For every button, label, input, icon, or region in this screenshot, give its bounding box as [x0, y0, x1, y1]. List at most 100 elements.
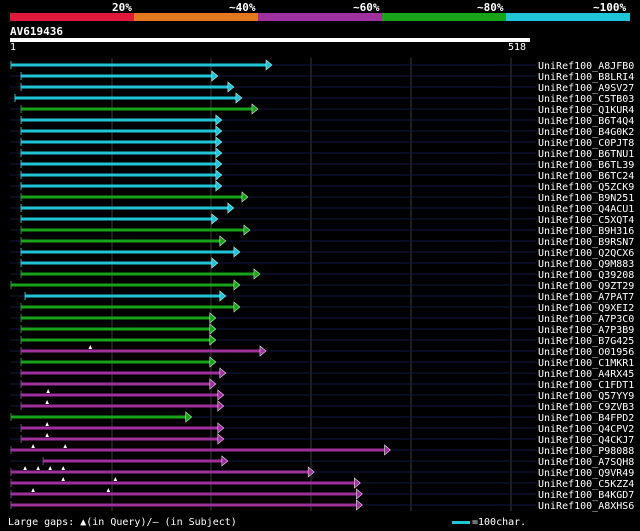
- hit-bar[interactable]: [21, 371, 221, 375]
- hit-bar[interactable]: [11, 448, 386, 452]
- hit-bar[interactable]: [11, 481, 356, 485]
- hit-name-link[interactable]: UniRef100_A4RX45: [538, 369, 634, 380]
- hit-name-link[interactable]: UniRef100_B6TC24: [538, 171, 634, 182]
- hit-bar[interactable]: [21, 173, 217, 177]
- hit-bar[interactable]: [21, 206, 229, 210]
- hit-name-link[interactable]: UniRef100_B9N251: [538, 193, 634, 204]
- hit-arrow-icon: [215, 114, 223, 126]
- hit-name-link[interactable]: UniRef100_C0PJT8: [538, 138, 634, 149]
- hit-bar[interactable]: [21, 360, 211, 364]
- hit-name-link[interactable]: UniRef100_C1MKR1: [538, 358, 634, 369]
- query-gap-marker-icon: [106, 488, 111, 492]
- hit-name-link[interactable]: UniRef100_A8XHS6: [538, 501, 634, 512]
- hit-name-link[interactable]: UniRef100_O01956: [538, 347, 634, 358]
- hit-bar[interactable]: [21, 261, 213, 265]
- hit-bar[interactable]: [21, 184, 217, 188]
- hit-name-link[interactable]: UniRef100_A7PAT7: [538, 292, 634, 303]
- hit-name-link[interactable]: UniRef100_Q5ZCK9: [538, 182, 634, 193]
- hit-name-link[interactable]: UniRef100_B6T4Q4: [538, 116, 634, 127]
- hit-name-link[interactable]: UniRef100_C9ZVB3: [538, 402, 634, 413]
- hit-bar[interactable]: [11, 283, 235, 287]
- hit-name-link[interactable]: UniRef100_B6TNU1: [538, 149, 634, 160]
- query-name: AV619436: [10, 25, 63, 38]
- hit-name-link[interactable]: UniRef100_Q39208: [538, 270, 634, 281]
- hit-bar[interactable]: [21, 129, 217, 133]
- hit-name-link[interactable]: UniRef100_B7G425: [538, 336, 634, 347]
- hit-bar[interactable]: [21, 162, 217, 166]
- hit-bar[interactable]: [11, 470, 310, 474]
- hit-bar[interactable]: [21, 228, 245, 232]
- hit-bar[interactable]: [21, 239, 221, 243]
- hit-bar[interactable]: [11, 503, 358, 507]
- hit-name-link[interactable]: UniRef100_Q9XEI2: [538, 303, 634, 314]
- hit-bar[interactable]: [21, 305, 235, 309]
- query-gap-marker-icon: [36, 466, 40, 470]
- hit-arrow-icon: [227, 81, 235, 93]
- hit-arrow-icon: [217, 422, 225, 434]
- scale-text: =100char.: [472, 517, 527, 528]
- hit-name-link[interactable]: UniRef100_Q4CKJ7: [538, 435, 634, 446]
- hit-bar[interactable]: [21, 349, 261, 353]
- hit-name-link[interactable]: UniRef100_A7SQH8: [538, 457, 634, 468]
- hit-bar[interactable]: [11, 492, 358, 496]
- hit-name-link[interactable]: UniRef100_B9H316: [538, 226, 634, 237]
- hit-name-link[interactable]: UniRef100_P98088: [538, 446, 634, 457]
- hit-bar[interactable]: [21, 327, 211, 331]
- legend-label-20: 20%: [112, 1, 132, 14]
- legend-label-100: ~100%: [593, 1, 627, 14]
- hit-bar[interactable]: [21, 250, 235, 254]
- hit-name-link[interactable]: UniRef100_A9SV27: [538, 83, 634, 94]
- hit-bar[interactable]: [21, 426, 219, 430]
- hit-bar[interactable]: [21, 151, 217, 155]
- hit-bar[interactable]: [21, 437, 219, 441]
- hit-bar[interactable]: [21, 118, 217, 122]
- hit-name-link[interactable]: UniRef100_Q9ZT29: [538, 281, 634, 292]
- hit-bar[interactable]: [25, 294, 221, 298]
- query-gap-marker-icon: [63, 444, 68, 448]
- gaps-legend: Large gaps: ▲(in Query)/– (in Subject): [8, 517, 237, 528]
- hit-bar[interactable]: [21, 272, 255, 276]
- hit-bar[interactable]: [21, 393, 219, 397]
- hit-arrow-icon: [356, 499, 363, 511]
- hit-bar[interactable]: [21, 85, 229, 89]
- hit-arrow-icon: [233, 301, 241, 313]
- hit-bar[interactable]: [11, 415, 187, 419]
- hit-bar[interactable]: [11, 63, 268, 67]
- hit-bar[interactable]: [21, 140, 217, 144]
- hit-name-link[interactable]: UniRef100_B9RSN7: [538, 237, 634, 248]
- hit-name-link[interactable]: UniRef100_Q1KUR4: [538, 105, 634, 116]
- hit-name-link[interactable]: UniRef100_A7P3B9: [538, 325, 634, 336]
- hit-name-link[interactable]: UniRef100_C5TB03: [538, 94, 634, 105]
- hit-name-link[interactable]: UniRef100_C5KZZ4: [538, 479, 634, 490]
- hit-name-link[interactable]: UniRef100_B4FPD2: [538, 413, 634, 424]
- hit-bar[interactable]: [43, 459, 223, 463]
- hit-bar[interactable]: [21, 217, 213, 221]
- hit-name-link[interactable]: UniRef100_C5XQT4: [538, 215, 634, 226]
- hit-name-link[interactable]: UniRef100_B4KGD7: [538, 490, 634, 501]
- hit-bar[interactable]: [21, 107, 253, 111]
- hit-name-link[interactable]: UniRef100_Q57YY9: [538, 391, 634, 402]
- hit-name-link[interactable]: UniRef100_B4G0K2: [538, 127, 634, 138]
- hit-name-link[interactable]: UniRef100_A7P3C0: [538, 314, 634, 325]
- hit-name-link[interactable]: UniRef100_Q2QCX6: [538, 248, 634, 259]
- hit-name-link[interactable]: UniRef100_Q4ACU1: [538, 204, 634, 215]
- hit-arrow-icon: [215, 180, 223, 192]
- hit-arrow-icon: [217, 389, 225, 401]
- hit-bar[interactable]: [21, 316, 211, 320]
- hit-bar[interactable]: [21, 338, 211, 342]
- query-gap-marker-icon: [61, 477, 66, 481]
- hit-bar[interactable]: [21, 382, 211, 386]
- hit-name-link[interactable]: UniRef100_Q9M883: [538, 259, 634, 270]
- hit-bar[interactable]: [21, 195, 243, 199]
- hit-name-link[interactable]: UniRef100_A8JFB0: [538, 61, 634, 72]
- hit-arrow-icon: [251, 103, 259, 115]
- hit-bar[interactable]: [21, 404, 219, 408]
- hit-name-link[interactable]: UniRef100_Q4CPV2: [538, 424, 634, 435]
- hit-name-link[interactable]: UniRef100_B6TL39: [538, 160, 634, 171]
- hit-name-link[interactable]: UniRef100_Q9VR49: [538, 468, 634, 479]
- hit-bar[interactable]: [21, 74, 213, 78]
- hit-bar[interactable]: [15, 96, 237, 100]
- hit-name-link[interactable]: UniRef100_B8LRI4: [538, 72, 634, 83]
- legend-segment-5: [506, 13, 630, 21]
- hit-name-link[interactable]: UniRef100_C1FDT1: [538, 380, 634, 391]
